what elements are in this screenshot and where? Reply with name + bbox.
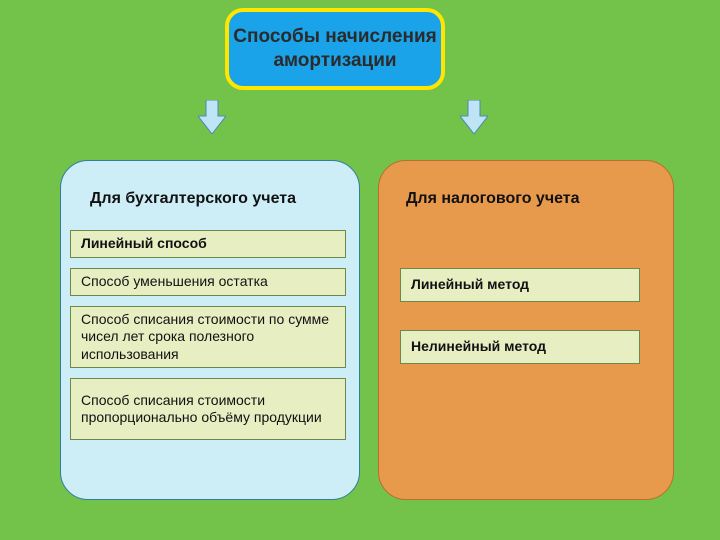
arrow-down-left [198, 100, 226, 134]
accounting-item-0: Линейный способ [70, 230, 346, 258]
accounting-item-1: Способ уменьшения остатка [70, 268, 346, 296]
diagram-title-text: Способы начисления амортизации [229, 25, 441, 73]
accounting-item-3-label: Способ списания стоимости пропорциональн… [81, 392, 335, 427]
diagram-canvas: Способы начисления амортизации Для бухга… [0, 0, 720, 540]
accounting-item-2-label: Способ списания стоимости по сумме чисел… [81, 311, 335, 364]
accounting-item-1-label: Способ уменьшения остатка [81, 273, 268, 291]
diagram-title-box: Способы начисления амортизации [225, 8, 445, 90]
tax-item-1: Нелинейный метод [400, 330, 640, 364]
tax-item-0: Линейный метод [400, 268, 640, 302]
tax-item-1-label: Нелинейный метод [411, 338, 546, 356]
accounting-item-3: Способ списания стоимости пропорциональн… [70, 378, 346, 440]
accounting-item-0-label: Линейный способ [81, 235, 207, 253]
tax-item-0-label: Линейный метод [411, 276, 529, 294]
arrow-down-right [460, 100, 488, 134]
panel-tax-title: Для налогового учета [406, 190, 580, 208]
panel-accounting-title: Для бухгалтерского учета [90, 190, 296, 208]
accounting-item-2: Способ списания стоимости по сумме чисел… [70, 306, 346, 368]
